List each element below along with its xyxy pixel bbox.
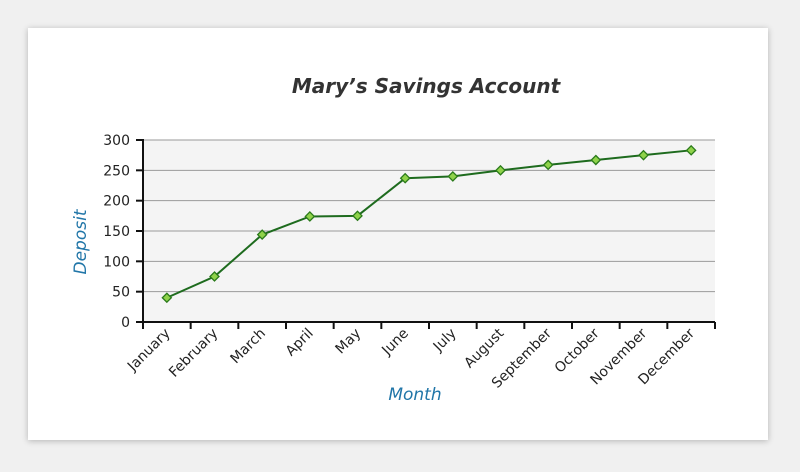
y-tick-label: 250 [103,163,130,179]
data-point [399,172,411,184]
series-line [166,149,692,299]
x-tick-label: March [227,326,268,367]
y-tick-label: 50 [112,285,130,301]
data-point [590,154,602,166]
y-tick-label: 300 [103,133,130,149]
y-tick-label: 200 [103,194,130,210]
data-point [352,210,363,222]
data-point [304,211,316,222]
data-point [495,164,506,176]
data-point [638,149,649,161]
data-point [447,170,459,182]
x-tick-label: January [124,326,174,376]
data-point [256,229,268,241]
data-point [161,292,173,304]
y-tick-label: 150 [103,224,130,240]
y-tick-label: 0 [121,315,130,331]
x-axis-title: Month [388,385,441,405]
x-tick-label: July [430,326,460,356]
data-point [209,271,220,282]
x-tick-label: June [378,326,412,360]
y-tick-label: 100 [103,254,130,270]
x-tick-label: May [333,326,365,358]
x-tick-label: April [283,326,317,360]
data-point [685,144,697,156]
data-point [542,159,554,171]
y-axis-title: Deposit [71,208,91,274]
chart-title: Mary’s Savings Account [292,74,562,98]
x-tick-label: February [166,326,221,381]
x-tick-label: August [461,325,507,371]
